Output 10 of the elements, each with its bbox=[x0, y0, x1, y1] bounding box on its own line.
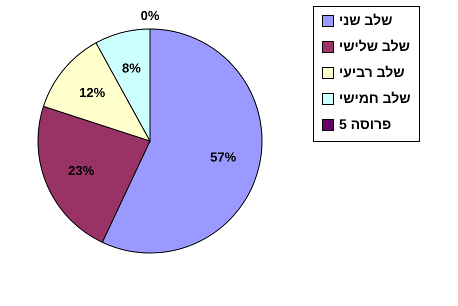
data-label: 57% bbox=[210, 149, 237, 164]
legend-label: שלב רביעי bbox=[339, 64, 405, 80]
data-label: 23% bbox=[68, 162, 95, 178]
legend-label: שלב חמישי bbox=[339, 90, 411, 106]
legend-label: שלב שני bbox=[339, 12, 392, 28]
legend-label: פרוסה 5 bbox=[339, 116, 392, 132]
text: 0% bbox=[140, 8, 160, 23]
data-label: 12% bbox=[79, 85, 106, 100]
data-label: 8% bbox=[122, 60, 142, 76]
legend-label: שלב שלישי bbox=[339, 38, 410, 54]
